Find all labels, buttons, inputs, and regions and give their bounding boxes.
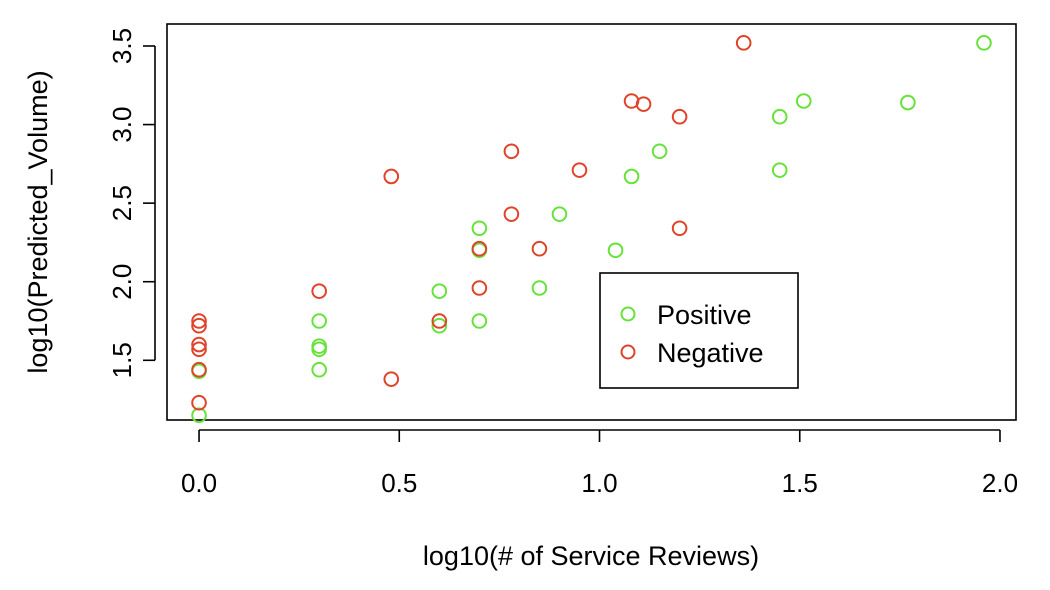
- point-positive: [900, 94, 916, 111]
- point-negative: [671, 220, 688, 237]
- x-tick-label: 1.5: [782, 468, 818, 498]
- point-positive: [976, 35, 992, 51]
- legend-label-positive: Positive: [657, 300, 752, 330]
- point-negative: [571, 162, 588, 178]
- y-tick-label: 3.5: [107, 28, 137, 64]
- point-negative: [635, 96, 652, 112]
- point-positive: [431, 283, 448, 299]
- y-tick-label: 3.0: [107, 106, 137, 142]
- point-positive: [471, 220, 488, 237]
- point-positive: [311, 361, 327, 378]
- legend: Positive Negative: [599, 272, 799, 389]
- x-tick-label: 2.0: [982, 468, 1018, 498]
- legend-box: [599, 272, 799, 389]
- y-tick-label: 2.5: [107, 185, 137, 221]
- point-negative: [191, 313, 207, 329]
- point-positive: [623, 168, 640, 185]
- point-negative: [191, 317, 207, 334]
- point-positive: [311, 313, 327, 329]
- point-negative: [311, 283, 327, 299]
- point-negative: [671, 108, 688, 125]
- point-negative: [431, 313, 448, 329]
- point-negative: [531, 240, 548, 257]
- point-negative: [471, 240, 488, 257]
- x-axis-title: log10(# of Service Reviews): [423, 541, 759, 571]
- data-points: [191, 35, 992, 424]
- point-negative: [383, 168, 400, 185]
- plot-frame: [166, 23, 1017, 421]
- point-positive: [471, 313, 488, 329]
- point-negative: [191, 394, 207, 411]
- point-negative: [503, 143, 520, 160]
- legend-marker-positive: [620, 306, 636, 322]
- y-tick-label: 2.0: [107, 264, 137, 300]
- y-axis: 1.5 2.0 2.5 3.0 3.5: [107, 28, 156, 378]
- point-positive: [651, 143, 668, 160]
- x-tick-label: 1.0: [581, 468, 617, 498]
- point-positive: [431, 317, 448, 334]
- point-positive: [191, 407, 207, 424]
- point-positive: [311, 341, 327, 358]
- point-negative: [191, 336, 207, 353]
- point-negative: [191, 361, 207, 378]
- point-negative: [383, 371, 400, 387]
- point-negative: [735, 35, 752, 51]
- legend-marker-negative: [620, 344, 636, 360]
- point-negative: [503, 206, 520, 222]
- legend-label-negative: Negative: [657, 338, 764, 368]
- point-positive: [607, 242, 624, 259]
- x-axis: 0.0 0.5 1.0 1.5 2.0: [181, 429, 1018, 498]
- x-tick-label: 0.5: [381, 468, 417, 498]
- point-positive: [795, 93, 812, 109]
- point-positive: [771, 162, 788, 178]
- point-positive: [551, 206, 568, 222]
- x-tick-label: 0.0: [181, 468, 217, 498]
- point-positive: [771, 108, 788, 125]
- point-negative: [191, 341, 207, 358]
- point-positive: [311, 338, 327, 354]
- point-negative: [471, 280, 488, 296]
- point-positive: [531, 280, 548, 296]
- y-tick-label: 1.5: [107, 342, 137, 378]
- y-axis-title: log10(Predicted_Volume): [23, 70, 53, 373]
